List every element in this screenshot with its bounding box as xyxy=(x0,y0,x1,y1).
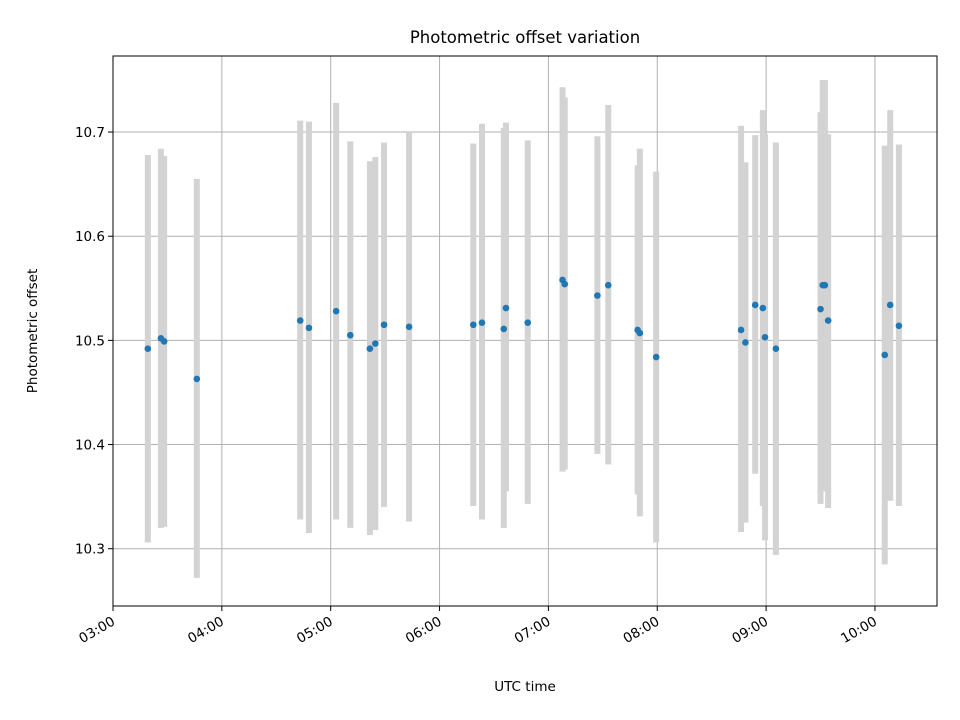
data-point xyxy=(751,301,759,309)
data-point xyxy=(193,375,201,383)
y-tick-label: 10.5 xyxy=(75,333,105,349)
data-point xyxy=(160,338,168,345)
y-tick-label: 10.7 xyxy=(75,125,105,141)
data-point xyxy=(636,329,644,337)
x-axis-label: UTC time xyxy=(494,679,556,695)
data-point xyxy=(469,321,477,329)
data-point xyxy=(604,281,612,289)
data-point xyxy=(824,317,832,324)
data-point xyxy=(380,321,388,329)
data-point xyxy=(502,304,510,312)
data-point xyxy=(346,331,354,339)
data-point xyxy=(405,323,413,331)
y-tick-label: 10.6 xyxy=(75,229,105,245)
data-point xyxy=(817,305,824,313)
data-point xyxy=(821,281,829,289)
data-point xyxy=(652,353,660,361)
data-points xyxy=(144,276,903,383)
chart-title: Photometric offset variation xyxy=(410,28,640,47)
data-point xyxy=(594,292,601,299)
data-point xyxy=(886,301,894,309)
data-point xyxy=(761,333,769,341)
plot-frame xyxy=(112,55,938,607)
data-point xyxy=(372,340,379,347)
y-axis-label: Photometric offset xyxy=(25,269,41,393)
y-tick-label: 10.3 xyxy=(75,542,105,558)
data-point xyxy=(895,322,903,330)
data-point xyxy=(742,339,749,346)
data-point xyxy=(561,280,569,288)
data-point xyxy=(332,307,340,315)
data-point xyxy=(144,345,152,353)
y-tick-label: 10.4 xyxy=(75,438,105,454)
data-point xyxy=(296,317,304,324)
data-point xyxy=(478,319,486,326)
data-point xyxy=(524,319,532,326)
data-point xyxy=(772,345,780,353)
data-point xyxy=(881,351,889,359)
data-point xyxy=(366,345,374,353)
data-point xyxy=(759,304,767,312)
data-point xyxy=(737,326,745,334)
data-point xyxy=(500,325,508,333)
data-point xyxy=(305,324,313,332)
